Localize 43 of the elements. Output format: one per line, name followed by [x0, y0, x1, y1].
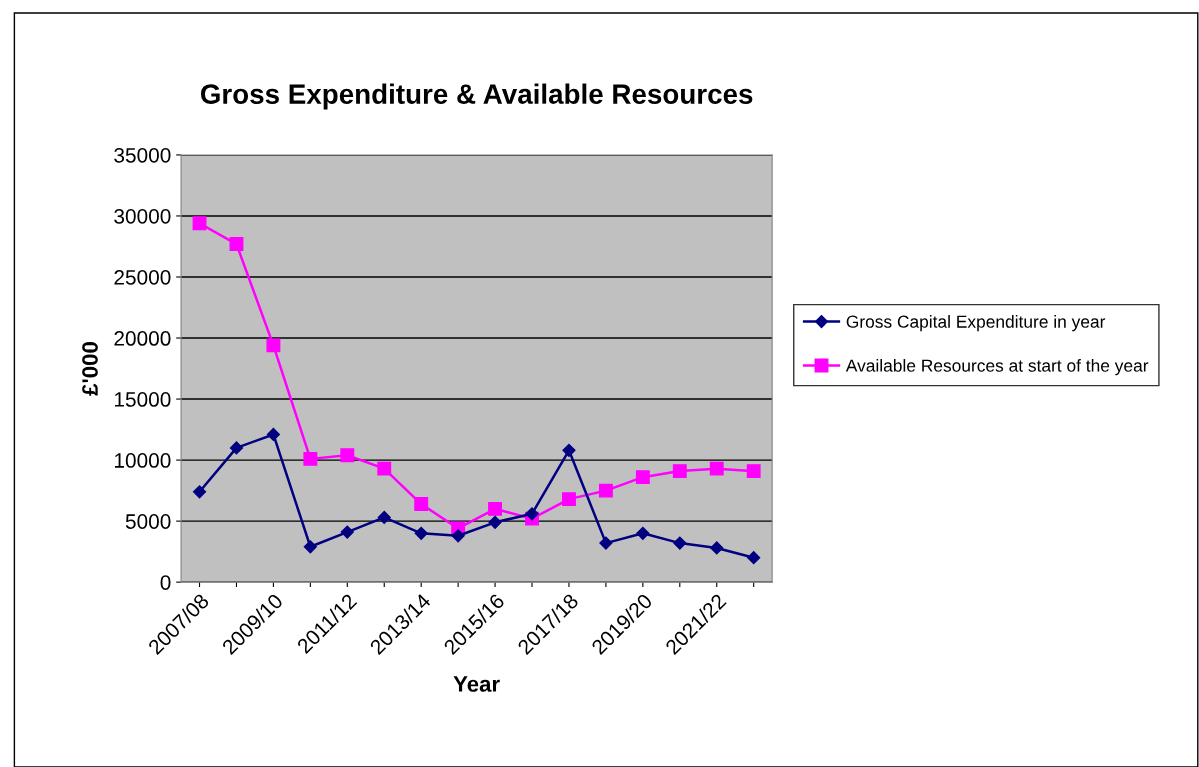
point: [229, 237, 244, 251]
point: [414, 526, 428, 540]
point: [377, 510, 391, 525]
point: [635, 470, 650, 485]
point: [192, 485, 207, 499]
y-tick-label: 25000: [114, 270, 171, 285]
y-tick-label: 20000: [114, 331, 171, 346]
y-tick-label: 35000: [114, 147, 171, 163]
point: [377, 461, 392, 476]
point: [598, 483, 613, 498]
legend-label: Available Resources at start of the year: [845, 359, 1149, 376]
point: [488, 501, 503, 516]
y-tick-label: 5000: [125, 514, 171, 529]
point: [525, 507, 539, 521]
x-axis-title: Year: [453, 676, 500, 692]
point: [340, 525, 354, 539]
point: [303, 451, 318, 466]
y-tick-label: 15000: [114, 392, 171, 407]
point: [229, 441, 244, 455]
point: [599, 536, 613, 550]
point: [451, 529, 465, 543]
point: [709, 461, 724, 476]
point: [303, 540, 317, 554]
point: [636, 526, 650, 540]
point: [673, 536, 687, 550]
point: [710, 541, 724, 555]
point: [562, 443, 576, 457]
point: [192, 216, 207, 231]
legend-label: Gross Capital Expenditure in year: [846, 315, 1106, 332]
point: [562, 492, 576, 507]
y-tick-label: 30000: [114, 208, 171, 224]
point: [340, 448, 355, 463]
point: [266, 427, 280, 442]
chart-title: Gross Expenditure & Available Resources: [200, 83, 753, 110]
point: [747, 551, 761, 565]
point: [414, 497, 429, 511]
y-tick-label: 0: [160, 575, 171, 590]
y-tick-label: 10000: [114, 453, 171, 468]
point: [672, 464, 687, 479]
point: [746, 464, 761, 479]
point: [488, 515, 502, 529]
point: [266, 338, 281, 353]
y-axis-title: £'000: [82, 342, 98, 396]
